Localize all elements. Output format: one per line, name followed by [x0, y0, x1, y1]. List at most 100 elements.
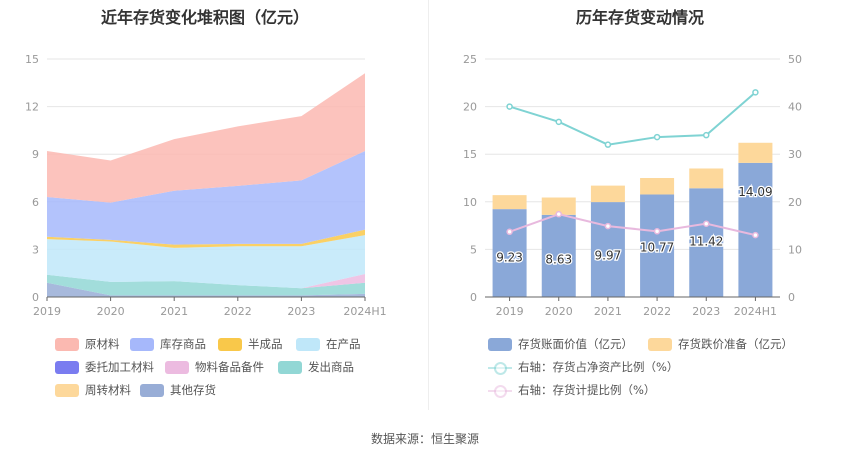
x-tick-label: 2024H1: [343, 305, 386, 318]
legend-label: 物料备品备件: [195, 360, 264, 374]
legend-label: 半成品: [248, 337, 283, 351]
legend-swatch: [218, 337, 242, 351]
legend-item[interactable]: 周转材料: [55, 382, 131, 398]
legend-item[interactable]: 在产品: [296, 336, 361, 352]
legend-swatch: [130, 337, 154, 351]
area-其他存货: [47, 282, 365, 297]
legend-item[interactable]: 存货账面价值（亿元）: [488, 336, 633, 352]
area-在产品: [47, 235, 365, 289]
line-point: [506, 103, 513, 110]
line-point: [555, 210, 562, 218]
line-point: [604, 222, 612, 230]
y-tick-label: 10: [463, 196, 477, 209]
bar-data-label: 10.77: [640, 241, 674, 255]
legend-item[interactable]: 库存商品: [130, 336, 206, 352]
legend-item[interactable]: 发出商品: [278, 359, 354, 375]
legend-label: 右轴：存货计提比例（%）: [518, 383, 656, 397]
legend-swatch: [296, 337, 320, 351]
x-tick-label: 2024H1: [734, 305, 777, 318]
line-右轴：存货计提比例（%）: [509, 213, 756, 237]
bar-存货账面价值（亿元）: [689, 188, 724, 297]
y-tick-label: 0: [32, 291, 39, 304]
legend-swatch: [55, 383, 79, 397]
bar-存货账面价值（亿元）: [590, 202, 625, 297]
bar-存货账面价值（亿元）: [541, 214, 576, 297]
bar-存货跌价准备（亿元）: [640, 178, 675, 195]
x-tick-label: 2019: [496, 305, 524, 318]
x-tick-label: 2019: [33, 305, 61, 318]
y-tick-label: 5: [470, 243, 477, 256]
x-tick-label: 2020: [545, 305, 573, 318]
y2-tick-label: 50: [788, 53, 802, 66]
y2-tick-label: 20: [788, 196, 802, 209]
y2-tick-label: 0: [788, 291, 795, 304]
bar-存货跌价准备（亿元）: [492, 195, 527, 210]
legend-swatch: [55, 337, 79, 351]
bar-data-label: 8.63: [545, 253, 572, 267]
line-point: [752, 231, 759, 239]
line-point: [604, 141, 612, 148]
legend-item[interactable]: 原材料: [55, 336, 120, 352]
legend-item[interactable]: 物料备品备件: [165, 359, 264, 375]
y-tick-label: 3: [32, 243, 39, 256]
legend-label: 发出商品: [308, 360, 354, 374]
legend-label: 库存商品: [160, 337, 206, 351]
legend-label: 原材料: [85, 337, 120, 351]
bar-存货账面价值（亿元）: [640, 194, 675, 297]
line-point: [653, 133, 661, 141]
legend-item[interactable]: 半成品: [218, 336, 283, 352]
legend-swatch: [488, 361, 512, 375]
line-point: [506, 228, 513, 236]
y-tick-label: 6: [32, 196, 39, 209]
area-发出商品: [47, 274, 365, 296]
x-tick-label: 2023: [692, 305, 720, 318]
bar-data-label: 9.23: [496, 251, 523, 265]
area-库存商品: [47, 151, 365, 245]
legend-item[interactable]: 存货跌价准备（亿元）: [648, 336, 793, 352]
y-tick-label: 20: [463, 101, 477, 114]
line-右轴：存货占净资产比例（%）: [509, 91, 757, 146]
bar-存货账面价值（亿元）: [738, 162, 773, 297]
x-tick-label: 2023: [287, 305, 315, 318]
legend-label: 委托加工材料: [85, 360, 154, 374]
x-tick-label: 2022: [643, 305, 671, 318]
legend-item[interactable]: 委托加工材料: [55, 359, 154, 375]
bar-存货账面价值（亿元）: [492, 209, 527, 297]
bar-存货跌价准备（亿元）: [541, 197, 576, 215]
bar-存货跌价准备（亿元）: [590, 185, 625, 203]
divider: [428, 0, 429, 410]
line-point: [752, 89, 759, 96]
y-tick-label: 0: [470, 291, 477, 304]
y-tick-label: 12: [25, 101, 39, 114]
data-source: 数据来源：恒生聚源: [370, 432, 479, 446]
legend-swatch: [55, 360, 79, 374]
legend-swatch: [278, 360, 302, 374]
legend-label: 其他存货: [170, 383, 216, 397]
legend-item[interactable]: 其他存货: [140, 382, 216, 398]
x-tick-label: 2021: [160, 305, 188, 318]
y2-tick-label: 40: [788, 101, 802, 114]
line-point: [555, 118, 562, 126]
bar-data-label: 11.42: [689, 235, 723, 249]
y-tick-label: 15: [25, 53, 39, 66]
legend-item[interactable]: 右轴：存货占净资产比例（%）: [488, 359, 678, 375]
x-tick-label: 2021: [594, 305, 622, 318]
legend-item[interactable]: 右轴：存货计提比例（%）: [488, 382, 655, 398]
legend-label: 周转材料: [85, 383, 131, 397]
legend-swatch: [165, 360, 189, 374]
y-tick-label: 15: [463, 148, 477, 161]
x-tick-label: 2020: [97, 305, 125, 318]
line-point: [703, 131, 710, 139]
right-chart-title: 历年存货变动情况: [575, 8, 704, 27]
left-chart-title: 近年存货变化堆积图（亿元）: [100, 8, 309, 27]
legend-label: 右轴：存货占净资产比例（%）: [518, 360, 679, 374]
bar-存货跌价准备（亿元）: [689, 168, 724, 189]
y-tick-label: 9: [32, 148, 39, 161]
legend-label: 在产品: [326, 337, 361, 351]
line-point: [703, 220, 710, 227]
bar-存货跌价准备（亿元）: [738, 142, 773, 163]
y-tick-label: 25: [463, 53, 477, 66]
line-point: [653, 228, 661, 235]
y2-tick-label: 30: [788, 148, 802, 161]
